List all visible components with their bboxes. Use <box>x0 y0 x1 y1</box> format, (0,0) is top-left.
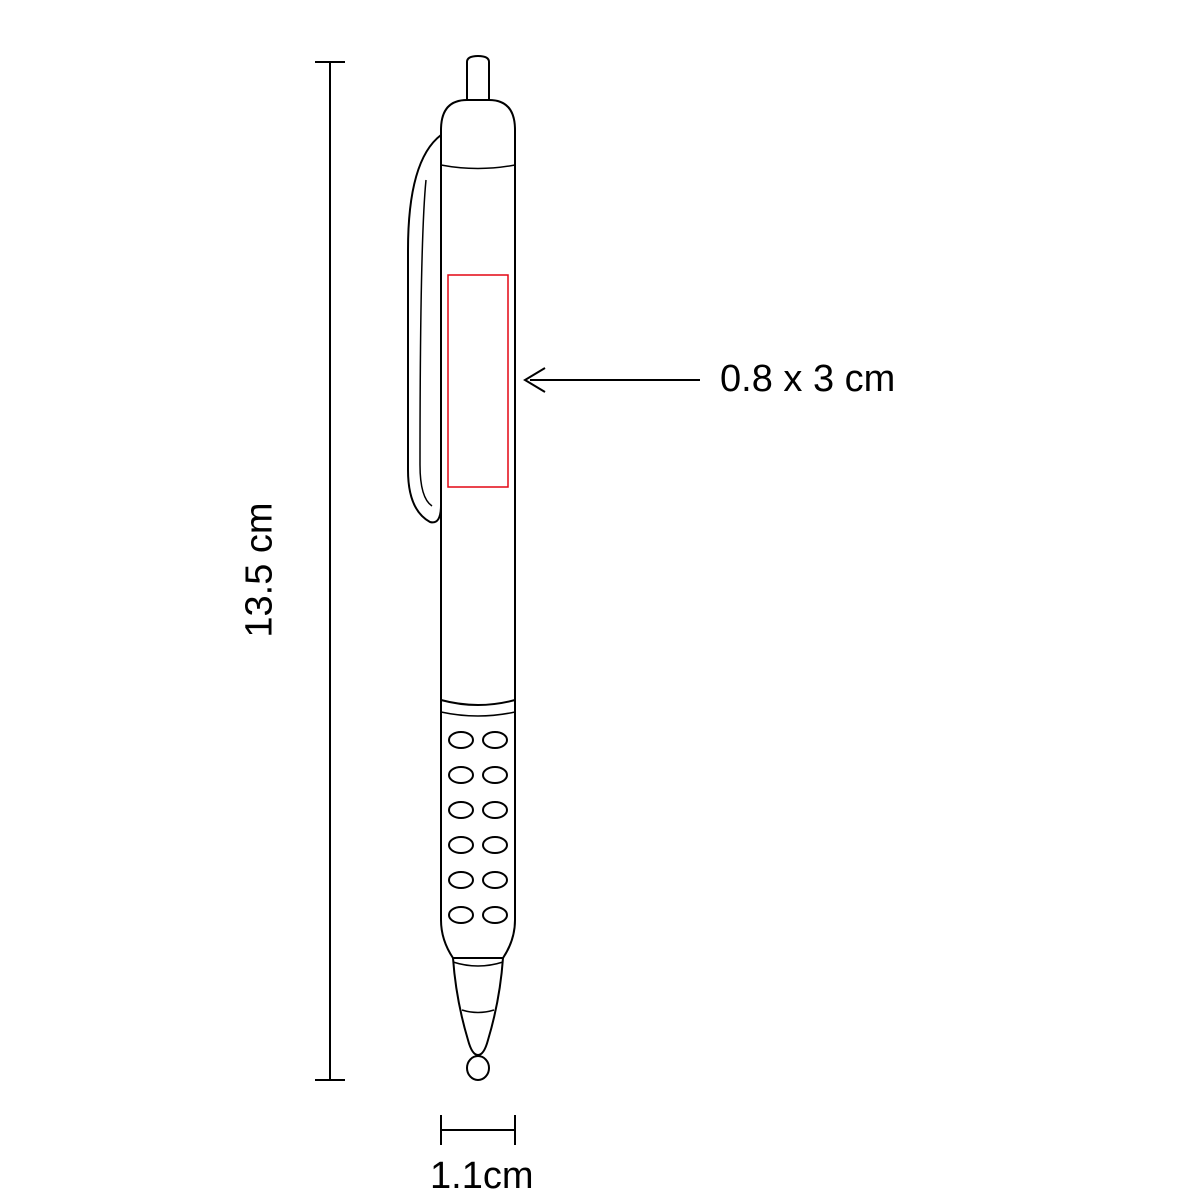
width-label: 1.1cm <box>430 1155 533 1198</box>
print-area-callout <box>525 368 700 392</box>
width-dimension <box>441 1115 515 1145</box>
height-dimension <box>315 62 345 1080</box>
pen-dimension-diagram: 13.5 cm 1.1cm 0.8 x 3 cm <box>0 0 1200 1200</box>
pen-outline <box>408 56 515 1080</box>
print-area-label: 0.8 x 3 cm <box>720 358 895 401</box>
height-label: 13.5 cm <box>239 502 282 637</box>
